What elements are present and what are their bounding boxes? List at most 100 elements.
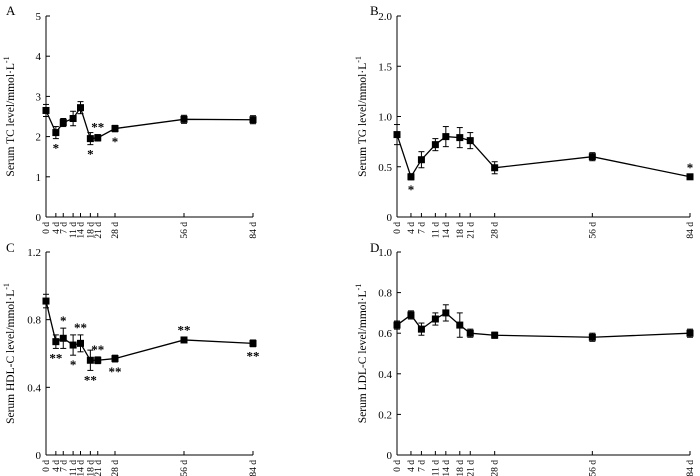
significance-marker: * (112, 134, 119, 149)
x-tick-label: 18 d (86, 460, 96, 476)
x-tick-label: 84 d (249, 222, 259, 239)
x-tick-label: 56 d (588, 460, 598, 476)
data-point (417, 325, 425, 333)
data-point (52, 338, 60, 346)
data-point (442, 309, 450, 317)
data-point (42, 297, 50, 305)
data-point (588, 333, 596, 341)
significance-marker: ** (49, 350, 62, 365)
x-tick-label: 7 d (59, 222, 69, 234)
x-tick-label: 84 d (249, 460, 259, 476)
y-tick-label: 1.0 (378, 112, 392, 124)
y-tick-label: 0.6 (378, 328, 392, 340)
data-point (249, 116, 257, 124)
x-tick-label: 0 d (393, 460, 403, 472)
data-point (86, 135, 94, 143)
significance-marker: ** (178, 322, 191, 337)
x-tick-label: 28 d (491, 222, 501, 239)
data-point (407, 173, 415, 181)
x-tick-label: 18 d (86, 222, 96, 239)
significance-marker: * (53, 141, 60, 156)
x-tick-label: 7 d (417, 222, 427, 234)
y-tick-label: 5 (36, 11, 42, 23)
data-point (180, 336, 188, 344)
x-tick-label: 56 d (180, 222, 190, 239)
x-tick-label: 21 d (466, 222, 476, 239)
data-point (431, 141, 439, 149)
x-tick-label: 28 d (111, 460, 121, 476)
data-point (111, 355, 119, 363)
x-tick-label: 21 d (94, 460, 104, 476)
significance-marker: ** (91, 342, 104, 357)
x-tick-label: 4 d (52, 222, 62, 234)
x-tick-label: 18 d (456, 460, 466, 476)
y-tick-label: 0 (387, 212, 393, 224)
significance-marker: ** (247, 349, 260, 364)
x-tick-label: 14 d (77, 460, 87, 476)
y-tick-label: 0.4 (378, 369, 392, 381)
data-point (491, 164, 499, 172)
data-point (407, 311, 415, 319)
x-tick-label: 14 d (442, 222, 452, 239)
significance-marker: * (70, 357, 77, 372)
x-tick-label: 0 d (42, 222, 52, 234)
y-axis-label: Serum HDL-C level/mmol·L-1 (2, 283, 17, 424)
data-point (59, 119, 67, 127)
x-tick-label: 4 d (52, 460, 62, 472)
data-point (456, 134, 464, 142)
y-tick-label: 1.2 (27, 247, 41, 259)
x-tick-label: 7 d (59, 460, 69, 472)
x-tick-label: 14 d (442, 460, 452, 476)
x-tick-label: 14 d (77, 222, 87, 239)
significance-marker: * (60, 313, 67, 328)
x-tick-label: 4 d (407, 222, 417, 234)
data-point (686, 329, 694, 337)
y-tick-label: 1 (36, 172, 42, 184)
y-tick-label: 0 (387, 450, 393, 462)
data-point (249, 339, 257, 347)
data-point (94, 356, 102, 364)
y-tick-label: 0 (36, 450, 42, 462)
x-tick-label: 0 d (393, 222, 403, 234)
y-axis-label: Serum TC level/mmol·L-1 (2, 56, 17, 176)
data-point (77, 104, 84, 112)
significance-marker: ** (74, 320, 87, 335)
x-tick-label: 21 d (94, 222, 104, 239)
x-tick-label: 28 d (491, 460, 501, 476)
x-tick-label: 11 d (69, 460, 79, 476)
panel-letter: C (6, 240, 15, 255)
significance-marker: * (87, 147, 94, 162)
x-tick-label: 28 d (111, 222, 121, 239)
x-tick-label: 7 d (417, 460, 427, 472)
data-point (94, 134, 102, 142)
y-tick-label: 1.5 (378, 61, 392, 73)
panel-letter: D (370, 240, 379, 255)
y-tick-label: 0 (36, 212, 42, 224)
panel-letter: B (370, 3, 379, 18)
x-tick-label: 11 d (431, 222, 441, 239)
x-tick-label: 84 d (686, 222, 696, 239)
data-point (466, 137, 474, 145)
x-tick-label: 18 d (456, 222, 466, 239)
y-axis-label: Serum TG level/mmol·L-1 (354, 56, 369, 177)
data-point (52, 129, 60, 137)
data-point (42, 106, 50, 114)
data-point (456, 321, 464, 329)
data-point (393, 321, 401, 329)
y-tick-label: 4 (36, 51, 42, 63)
data-point (686, 173, 694, 181)
data-point (111, 125, 119, 133)
x-tick-label: 11 d (431, 460, 441, 476)
x-tick-label: 56 d (588, 222, 598, 239)
y-tick-label: 3 (36, 91, 42, 103)
data-point (588, 153, 596, 161)
significance-marker: ** (109, 364, 122, 379)
data-point (417, 156, 425, 164)
y-tick-label: 0.2 (378, 409, 392, 421)
x-tick-label: 0 d (42, 460, 52, 472)
data-point (77, 339, 84, 347)
